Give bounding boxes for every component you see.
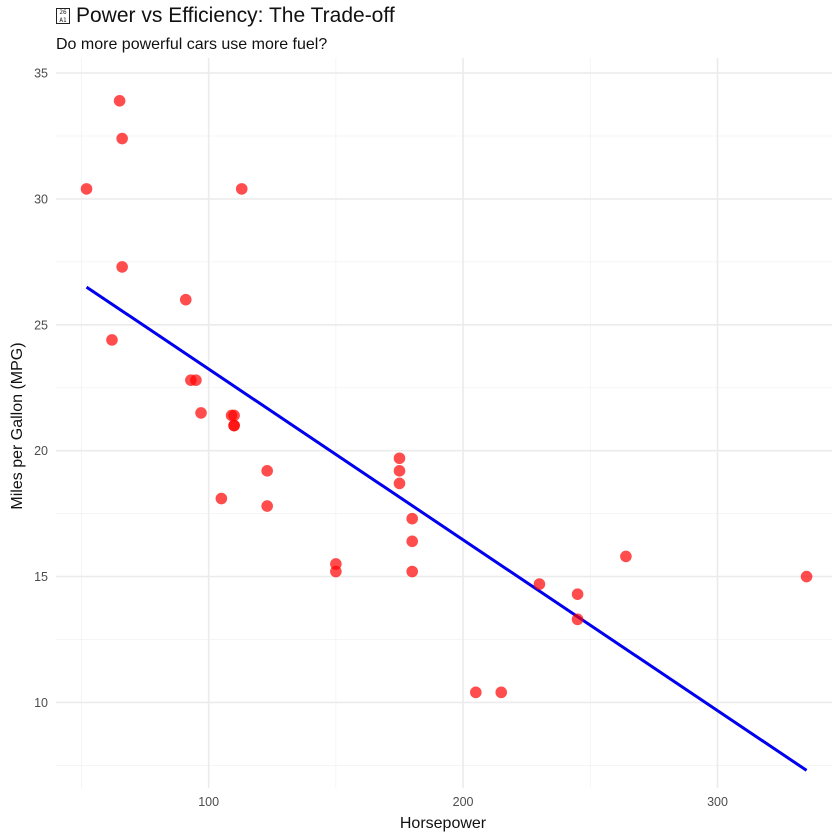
data-point (179, 293, 192, 306)
y-tick-label: 15 (34, 570, 48, 584)
chart-title: Power vs Efficiency: The Trade-off (76, 4, 395, 27)
data-point (228, 419, 240, 432)
data-point (406, 565, 418, 578)
y-tick-label: 25 (34, 318, 48, 332)
data-point (800, 570, 813, 583)
y-tick-label: 10 (34, 696, 48, 710)
title-row: 26 A1 Power vs Efficiency: The Trade-off (56, 4, 395, 28)
data-point (116, 132, 128, 145)
data-point (225, 409, 238, 422)
data-point (215, 492, 228, 505)
data-point (620, 550, 632, 563)
x-axis-title: Horsepower (400, 815, 487, 832)
data-points (80, 94, 813, 699)
data-point (106, 334, 118, 346)
data-point (495, 686, 508, 699)
data-point (393, 452, 406, 465)
data-point (190, 374, 202, 387)
chart-icon: 26 A1 (56, 8, 70, 24)
x-tick-label: 100 (198, 795, 219, 809)
data-point (571, 588, 584, 600)
grid (56, 58, 832, 788)
data-point (261, 500, 273, 512)
data-point (393, 477, 406, 490)
data-point (235, 183, 248, 195)
data-point (113, 94, 126, 107)
data-point (533, 578, 546, 590)
trend-line (85, 285, 808, 772)
data-point (80, 183, 93, 195)
tick-labels: 100 200 300 10 15 20 25 30 35 (34, 67, 728, 809)
trend-line-group (85, 285, 808, 772)
data-point (470, 686, 482, 699)
data-point (393, 465, 406, 477)
chart-subtitle: Do more powerful cars use more fuel? (56, 36, 328, 53)
data-point (406, 535, 418, 548)
data-point (116, 261, 128, 273)
y-axis-title: Miles per Gallon (MPG) (9, 342, 26, 509)
data-point (406, 512, 418, 525)
x-tick-label: 200 (453, 795, 474, 809)
data-point (571, 613, 584, 626)
data-point (261, 465, 273, 477)
y-tick-label: 20 (34, 444, 48, 458)
data-point (330, 565, 342, 578)
y-tick-label: 30 (34, 192, 48, 206)
y-tick-label: 35 (34, 67, 48, 81)
x-tick-label: 300 (707, 795, 728, 809)
data-point (195, 407, 207, 419)
